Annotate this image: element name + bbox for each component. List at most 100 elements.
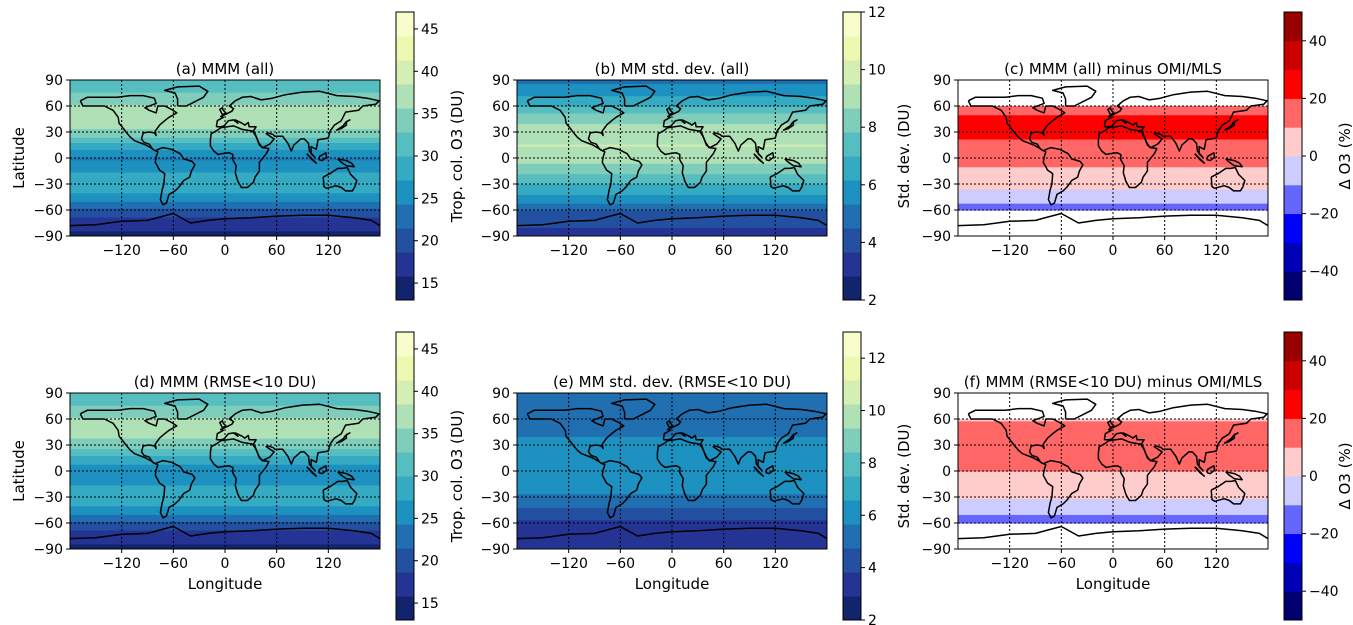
value-band <box>70 403 380 406</box>
colorbar-tick-label: 35 <box>421 107 439 123</box>
value-band <box>517 455 827 458</box>
colorbar-segment <box>396 380 414 405</box>
y-tick-label: 30 <box>45 438 63 454</box>
value-band <box>517 201 827 204</box>
colorbar-label: Δ O3 (%) <box>1336 442 1353 509</box>
value-band <box>70 109 380 112</box>
value-band <box>70 177 380 180</box>
value-band <box>517 462 827 465</box>
y-tick-label: −60 <box>33 203 63 219</box>
value-band <box>517 149 827 152</box>
coastline <box>1103 90 1268 158</box>
coastline <box>769 479 805 505</box>
panel-a: −120 −60 0 60 120 −90 −60 −30 0 30 60 90 (a) MMM (al… <box>10 11 466 301</box>
coastline <box>967 407 1066 465</box>
value-band <box>958 443 1268 446</box>
colorbar-tick-label: 8 <box>868 120 877 136</box>
colorbar-tick-label: −40 <box>1309 584 1339 600</box>
value-band <box>958 462 1268 465</box>
x-tick-label: 0 <box>1109 243 1118 259</box>
value-band <box>517 218 827 221</box>
y-tick-label: 90 <box>933 386 951 402</box>
value-band <box>70 97 380 100</box>
coastline <box>163 85 209 107</box>
value-band <box>70 477 380 481</box>
value-band <box>70 458 380 462</box>
colorbar-tick-label: 35 <box>421 427 439 443</box>
colorbar-tick-label: 45 <box>421 22 439 38</box>
value-band <box>958 166 1268 169</box>
value-band <box>517 137 827 140</box>
colorbar-segment <box>843 252 861 277</box>
colorbar-segment <box>1284 40 1302 71</box>
y-tick-label: −90 <box>33 229 63 245</box>
y-tick-label: 90 <box>45 386 63 402</box>
value-band <box>958 427 1268 430</box>
value-band <box>517 467 827 470</box>
value-band <box>517 170 827 173</box>
value-band <box>517 479 827 482</box>
y-axis-label: Latitude <box>10 440 28 502</box>
value-band <box>517 394 827 398</box>
coastline <box>79 407 178 465</box>
value-band <box>958 189 1268 192</box>
colorbar-tick-label: 40 <box>421 64 439 80</box>
value-band <box>517 410 827 413</box>
y-tick-label: −90 <box>480 229 510 245</box>
value-band <box>70 106 380 109</box>
value-band <box>517 93 827 97</box>
value-band <box>958 519 1268 522</box>
y-tick-label: 0 <box>942 151 951 167</box>
x-tick-label: 120 <box>315 556 342 572</box>
value-band <box>958 471 1268 474</box>
colorbar-segment <box>396 36 414 61</box>
value-band <box>958 177 1268 180</box>
colorbar-label: Std. dev. (DU) <box>895 104 913 209</box>
value-band <box>517 118 827 121</box>
colorbar: 15 20 25 30 35 40 45 Trop. col. O3 (DU) <box>395 11 466 301</box>
y-tick-label: 60 <box>45 99 63 115</box>
colorbar-tick-label: −20 <box>1309 527 1339 543</box>
panel-title: (d) MMM (RMSE<10 DU) <box>134 373 317 391</box>
value-band <box>517 177 827 180</box>
colorbar-frame <box>842 11 862 301</box>
colorbar-segment <box>1284 389 1302 419</box>
y-tick-label: 30 <box>933 125 951 141</box>
colorbar-tick-label: 25 <box>421 511 439 527</box>
y-tick-label: −90 <box>921 229 951 245</box>
panel-title: (a) MMM (all) <box>176 60 275 78</box>
coastline <box>1206 465 1216 475</box>
colorbar-segment <box>1284 562 1302 592</box>
value-band <box>70 406 380 410</box>
value-band <box>70 498 380 502</box>
coastline <box>517 212 827 227</box>
y-tick-label: 90 <box>492 386 510 402</box>
value-band <box>70 471 380 474</box>
colorbar-segment <box>843 12 861 37</box>
colorbar-segment <box>1284 332 1302 362</box>
colorbar-segment <box>396 524 414 549</box>
value-band <box>517 431 827 434</box>
x-tick-label: −120 <box>990 556 1028 572</box>
coastline <box>322 166 358 192</box>
colorbar-tick-label: 6 <box>868 178 877 194</box>
coastline <box>782 119 798 132</box>
y-tick-label: −90 <box>480 542 510 558</box>
colorbar-tick-label: 2 <box>868 613 877 625</box>
value-band <box>958 490 1268 493</box>
y-tick-label: −90 <box>33 542 63 558</box>
colorbar-tick-label: 25 <box>421 191 439 207</box>
value-band <box>958 446 1268 450</box>
value-band <box>517 415 827 418</box>
coastline <box>215 90 380 158</box>
coastline <box>1097 125 1158 189</box>
value-band <box>517 419 827 422</box>
panel-e: −120 −60 0 60 120 −90 −60 −30 0 30 60 90 (e) MM std.… <box>480 331 913 625</box>
colorbar-segment <box>396 276 414 301</box>
coastline <box>765 465 775 475</box>
colorbar-tick-label: 12 <box>868 351 886 367</box>
y-tick-label: 90 <box>45 73 63 89</box>
value-band <box>70 462 380 465</box>
coastline <box>967 94 1066 152</box>
coastline <box>1210 479 1246 505</box>
